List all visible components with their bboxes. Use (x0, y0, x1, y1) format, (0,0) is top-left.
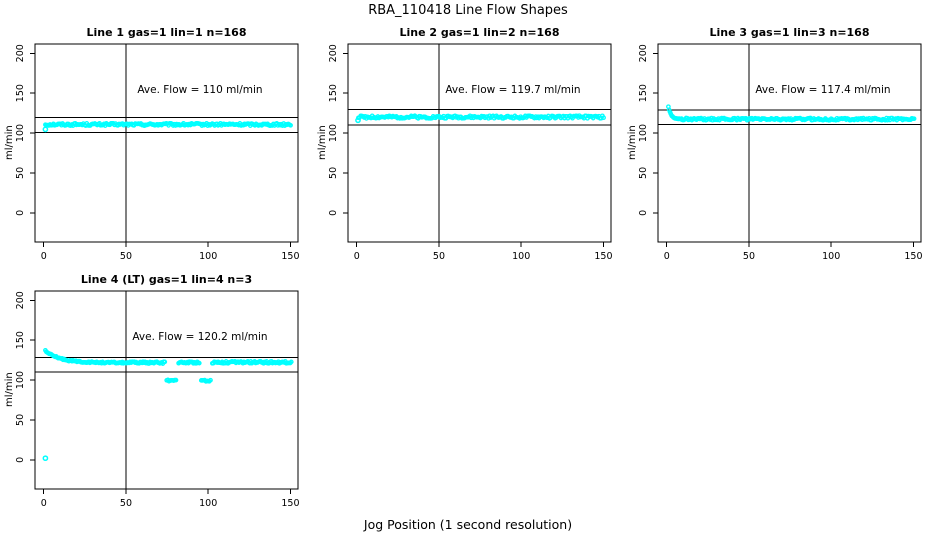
y-tick-label: 200 (638, 44, 649, 62)
x-tick-label: 50 (120, 251, 132, 260)
x-tick-label: 0 (354, 251, 360, 260)
x-axis-ticks: 0 50 100 150 (354, 242, 613, 260)
subplot2-canvas: 0 50 100 150 0 50 100 150 200 Ave. Flow = 119.7 m… (328, 43, 613, 260)
figure-title: RBA_110418 Line Flow Shapes (368, 3, 568, 18)
y-tick-label: 50 (15, 167, 26, 179)
subplot1-title: Line 1 gas=1 lin=1 n=168 (86, 26, 247, 39)
x-tick-label: 150 (904, 251, 922, 260)
y-tick-label: 100 (15, 124, 26, 142)
subplot1-canvas: 0 50 100 150 0 50 100 150 200 Ave. Flow = 110 ml/… (15, 43, 300, 260)
x-tick-label: 50 (433, 251, 445, 260)
y-axis-ticks: 0 50 100 150 200 (15, 291, 35, 463)
subplot3-title: Line 3 gas=1 lin=3 n=168 (709, 26, 870, 39)
outlier-point (42, 126, 49, 133)
y-tick-label: 200 (328, 44, 339, 62)
y-tick-label: 50 (638, 167, 649, 179)
y-tick-label: 50 (328, 167, 339, 179)
y-tick-label: 50 (15, 414, 26, 426)
x-tick-label: 100 (822, 251, 840, 260)
outlier-point (355, 117, 361, 124)
outlier-point (42, 455, 49, 462)
x-axis-ticks: 0 50 100 150 (41, 242, 300, 260)
x-axis-ticks: 0 50 100 150 (41, 489, 300, 507)
y-tick-label: 150 (328, 84, 339, 102)
y-tick-label: 150 (15, 84, 26, 102)
x-tick-label: 100 (199, 498, 217, 507)
x-tick-label: 150 (281, 251, 299, 260)
y-tick-label: 150 (638, 84, 649, 102)
data-points (666, 104, 917, 123)
y-tick-label: 150 (15, 331, 26, 349)
y-tick-label: 200 (15, 44, 26, 62)
plot-box (34, 290, 299, 490)
plot-box (657, 43, 922, 243)
y-tick-label: 0 (328, 210, 339, 216)
x-tick-label: 100 (199, 251, 217, 260)
x-axis-ticks: 0 50 100 150 (664, 242, 923, 260)
x-tick-label: 50 (743, 251, 755, 260)
plot-box (34, 43, 299, 243)
data-points (355, 113, 606, 124)
x-tick-label: 0 (41, 498, 47, 507)
data-points (42, 347, 294, 462)
y-tick-label: 100 (328, 124, 339, 142)
ave-flow-annotation: Ave. Flow = 119.7 ml/min (445, 84, 580, 96)
subplot4-canvas: 0 50 100 150 0 50 100 150 200 Ave. Flow = 120.2 m… (15, 290, 300, 507)
subplot4-title: Line 4 (LT) gas=1 lin=4 n=3 (80, 273, 253, 286)
subplot3-canvas: 0 50 100 150 0 50 100 150 200 Ave. Flow = 117.4 m… (638, 43, 923, 260)
y-tick-label: 0 (15, 457, 26, 463)
y-axis-ticks: 0 50 100 150 200 (638, 44, 658, 216)
x-tick-label: 0 (41, 251, 47, 260)
x-tick-label: 150 (594, 251, 612, 260)
x-tick-label: 100 (512, 251, 530, 260)
ave-flow-annotation: Ave. Flow = 117.4 ml/min (755, 84, 890, 96)
y-axis-ticks: 0 50 100 150 200 (328, 44, 348, 216)
x-tick-label: 150 (281, 498, 299, 507)
y-tick-label: 100 (638, 124, 649, 142)
data-points (42, 120, 293, 133)
x-tick-label: 50 (120, 498, 132, 507)
plot-box (347, 43, 612, 243)
y-axis-ticks: 0 50 100 150 200 (15, 44, 35, 216)
y-tick-label: 200 (15, 291, 26, 309)
y-tick-label: 0 (15, 210, 26, 216)
subplot2-title: Line 2 gas=1 lin=2 n=168 (399, 26, 560, 39)
ave-flow-annotation: Ave. Flow = 120.2 ml/min (132, 331, 267, 343)
x-tick-label: 0 (664, 251, 670, 260)
ave-flow-annotation: Ave. Flow = 110 ml/min (137, 84, 262, 96)
y-tick-label: 100 (15, 371, 26, 389)
y-tick-label: 0 (638, 210, 649, 216)
x-axis-label: Jog Position (1 second resolution) (363, 517, 573, 532)
